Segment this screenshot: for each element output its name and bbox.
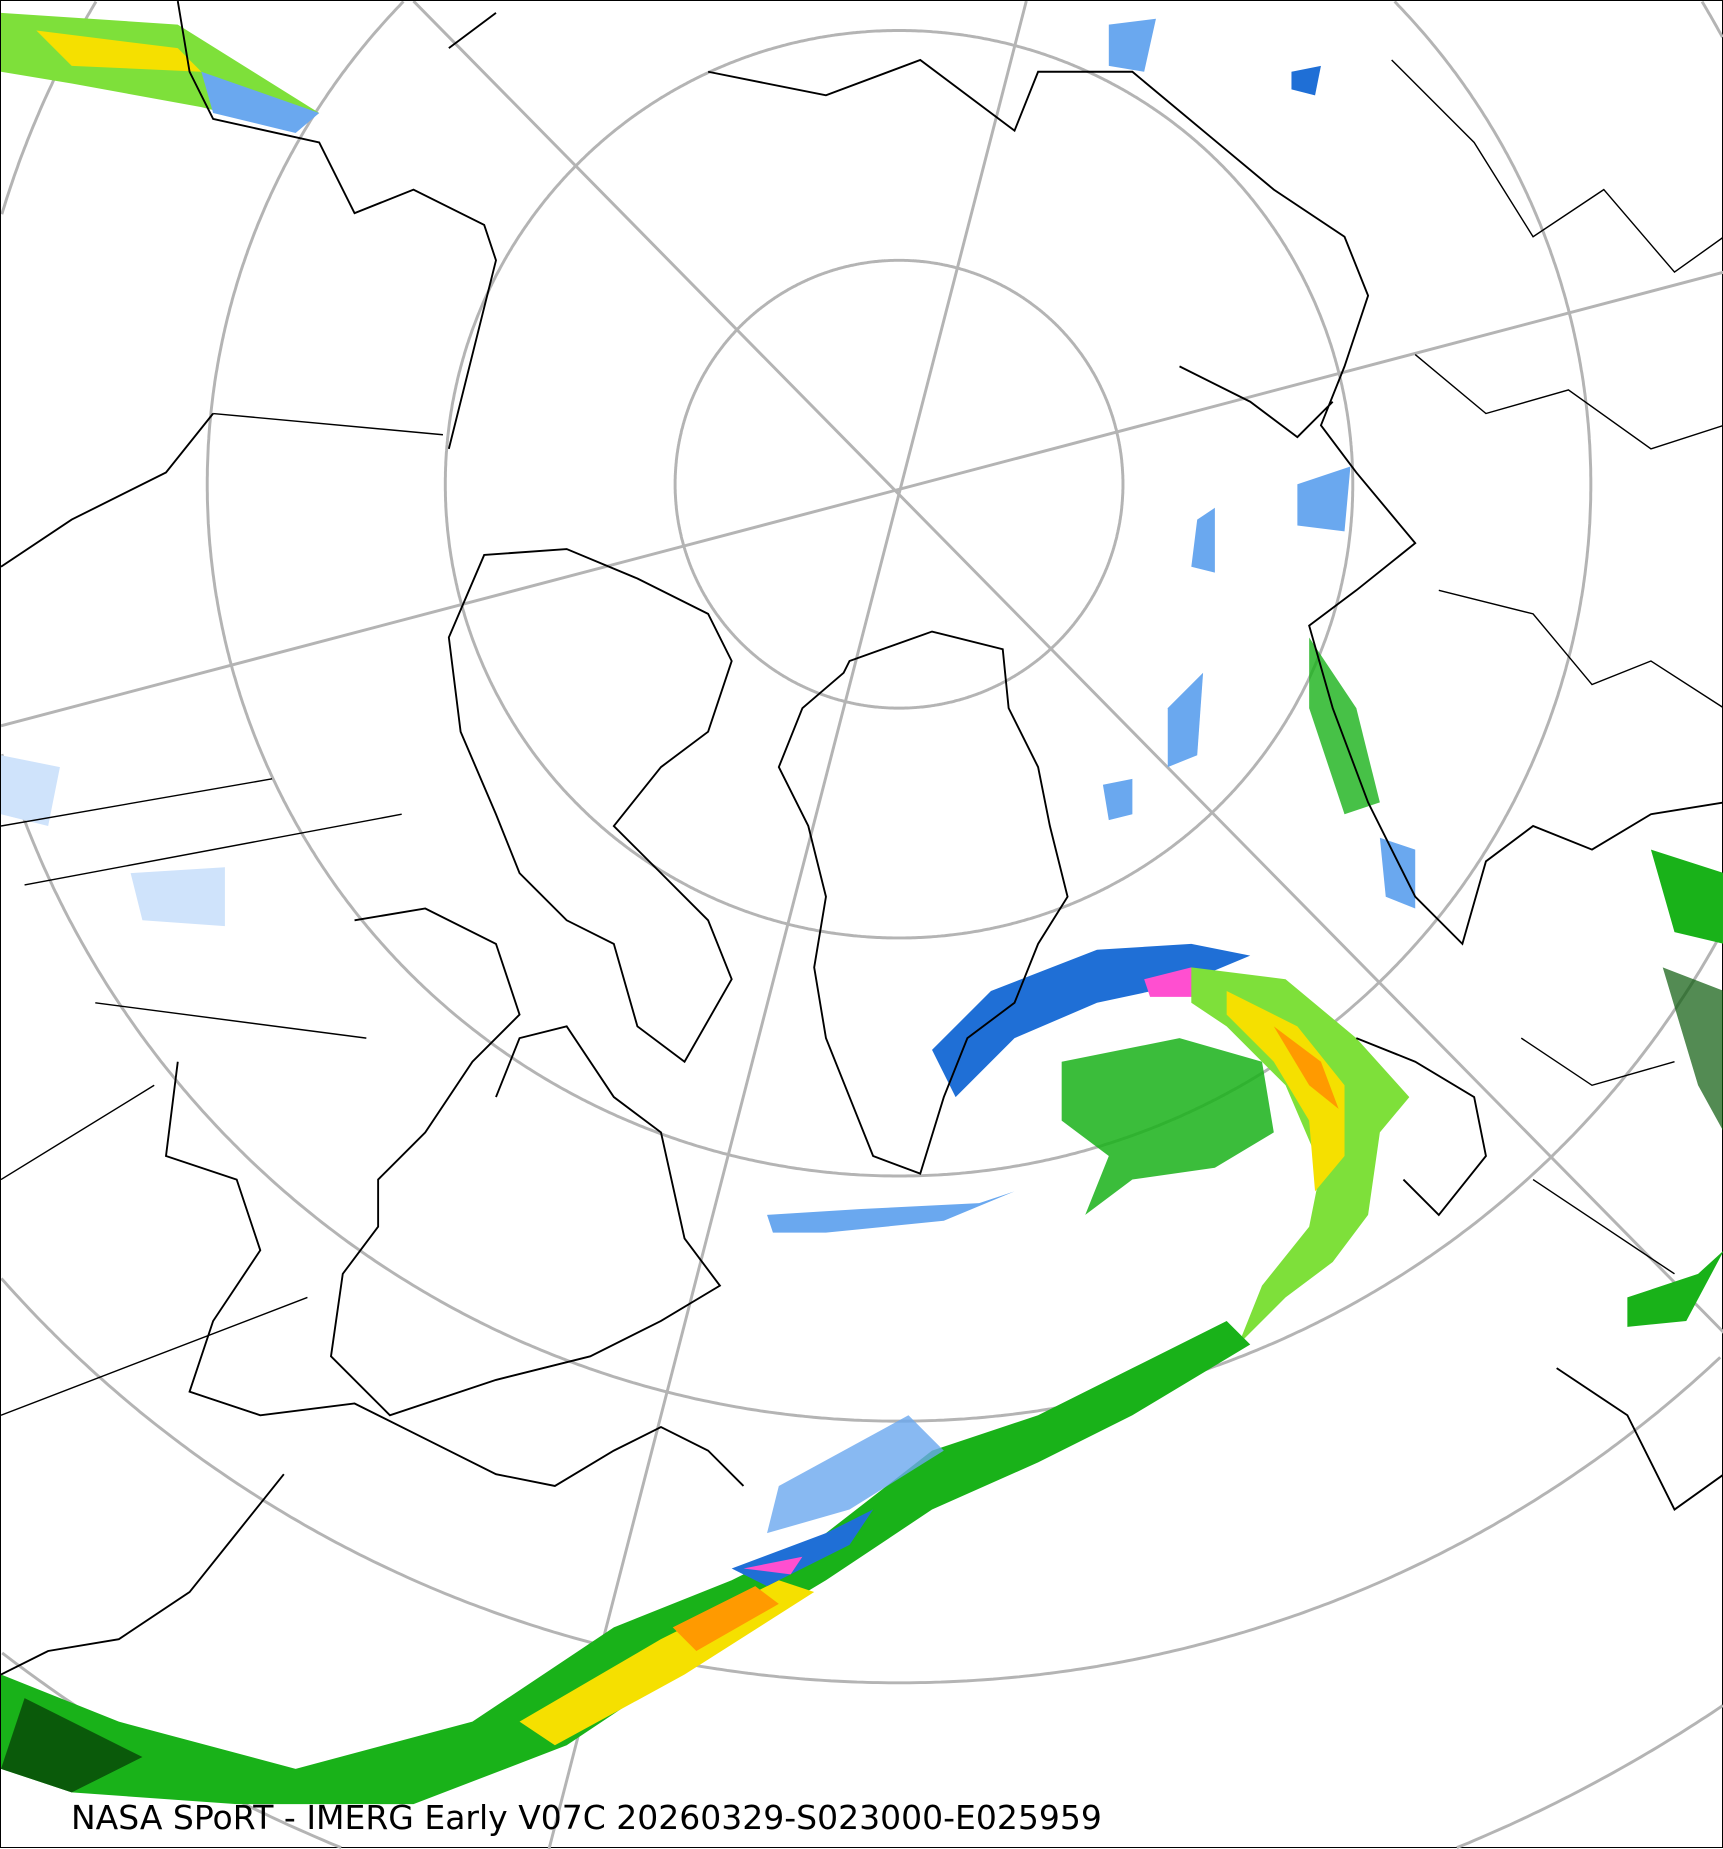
precipitation xyxy=(1,12,1723,1805)
latitude-circle xyxy=(673,258,1125,710)
latitude-circle xyxy=(205,1,1593,1178)
greenland-coast xyxy=(777,630,1069,1175)
meridian-line xyxy=(547,1,1028,1849)
meridian-line xyxy=(1,270,1723,728)
borders xyxy=(1,59,1723,1416)
eurasia-coast xyxy=(448,12,1723,1511)
canadian-archipelago xyxy=(447,548,733,1064)
coastlines xyxy=(1,1,1723,1676)
meridian-line xyxy=(412,1,1723,1334)
latitude-circle xyxy=(1,1,1723,1423)
map-caption: NASA SPoRT - IMERG Early V07C 20260329-S… xyxy=(71,1798,1102,1837)
latitude-circle xyxy=(443,29,1355,940)
north-america-coast xyxy=(1,1,745,1676)
latitude-circle xyxy=(1,1277,1722,1685)
